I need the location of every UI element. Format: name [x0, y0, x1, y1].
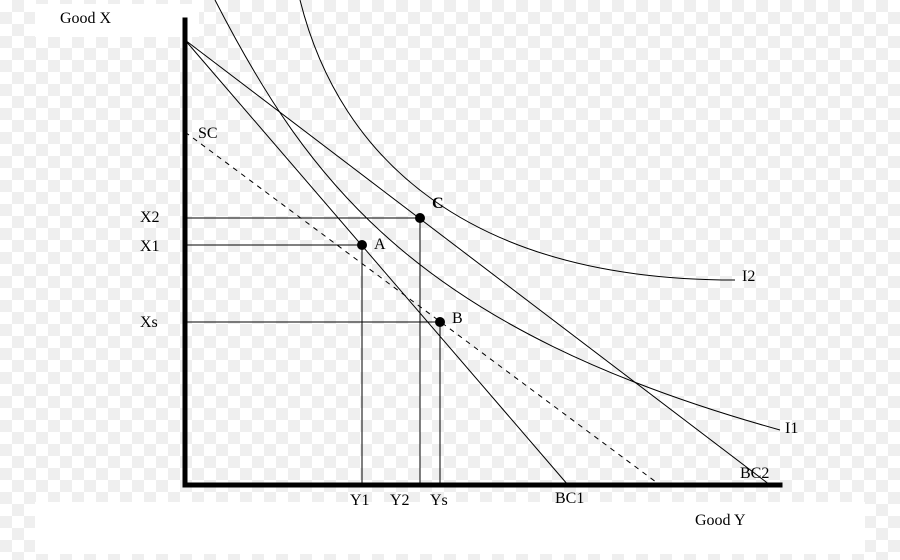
point-a-label: A: [374, 236, 386, 254]
point-B: [435, 317, 445, 327]
axes: [185, 20, 780, 485]
i1-label: I1: [785, 420, 798, 438]
xs-tick-label: Xs: [140, 314, 158, 332]
point-c-label: C: [432, 195, 444, 213]
y-axis-label: Good X: [60, 10, 111, 28]
bc2-label: BC2: [740, 465, 769, 483]
i2-label: I2: [742, 268, 755, 286]
point-A: [357, 240, 367, 250]
line-SC: [185, 132, 660, 485]
ys-tick-label: Ys: [430, 492, 448, 510]
x1-tick-label: X1: [140, 238, 160, 256]
y1-tick-label: Y1: [350, 492, 370, 510]
y2-tick-label: Y2: [390, 492, 410, 510]
diagram-canvas: Good X Good Y SC BC1 BC2 I1 I2 A B C X1 …: [0, 0, 900, 560]
point-C: [415, 213, 425, 223]
point-b-label: B: [452, 310, 463, 328]
curve-I1: [215, 0, 780, 430]
curve-I2: [300, 0, 735, 280]
x-axis-label: Good Y: [695, 512, 746, 530]
x2-tick-label: X2: [140, 209, 160, 227]
line-BC1: [185, 40, 568, 485]
sc-label: SC: [198, 125, 218, 143]
bc1-label: BC1: [555, 490, 584, 508]
line-BC2: [185, 40, 770, 485]
